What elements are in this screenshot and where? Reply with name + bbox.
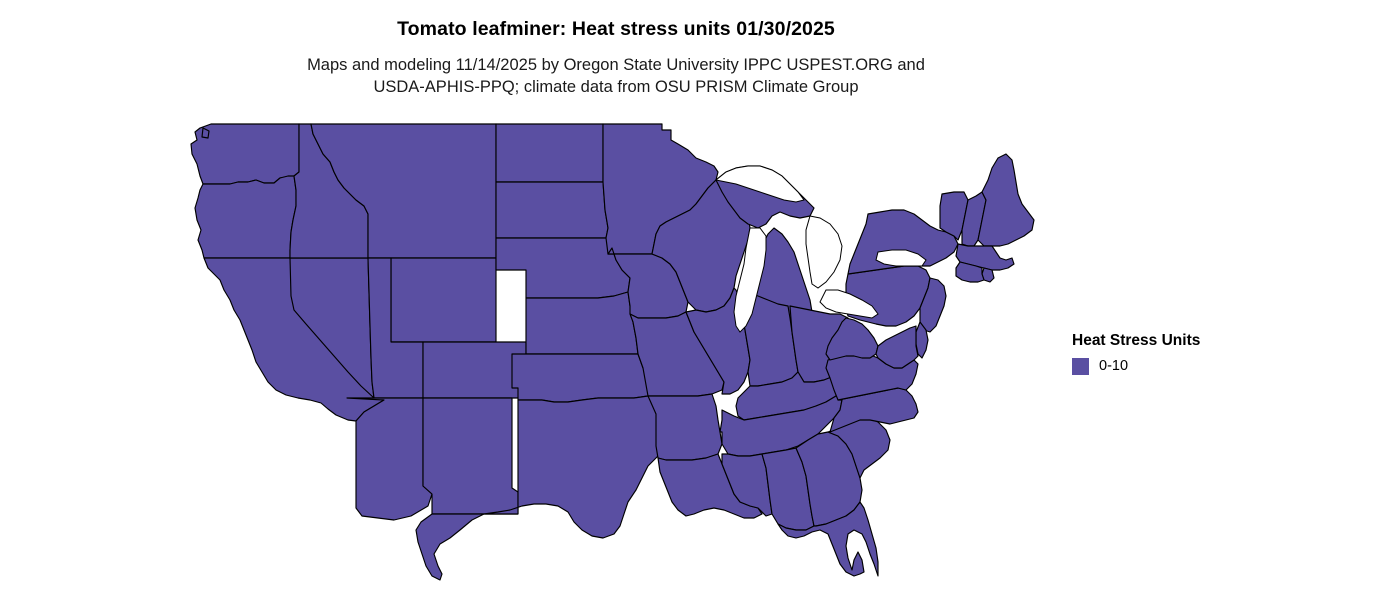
state-vermont[interactable] — [939, 191, 969, 241]
lake-erie — [819, 289, 879, 319]
map-legend: Heat Stress Units 0-10 — [1072, 332, 1292, 375]
state-arizona[interactable] — [346, 397, 433, 521]
state-colorado[interactable] — [422, 341, 527, 399]
state-connecticut[interactable] — [955, 261, 985, 283]
lake-ontario — [875, 249, 927, 267]
state-north-dakota[interactable] — [495, 123, 604, 183]
states-layer — [190, 123, 1035, 581]
legend-label-0-10: 0-10 — [1099, 358, 1129, 374]
lake-huron — [805, 215, 843, 289]
state-oklahoma[interactable] — [511, 353, 657, 403]
subtitle-line-1: Maps and modeling 11/14/2025 by Oregon S… — [307, 56, 925, 74]
state-new-mexico[interactable] — [422, 397, 519, 515]
state-louisiana[interactable] — [657, 453, 763, 519]
state-maryland[interactable] — [875, 325, 919, 369]
state-kansas[interactable] — [525, 291, 639, 355]
us-states-svg[interactable] — [178, 110, 1058, 590]
state-new-york[interactable] — [847, 209, 959, 275]
legend-title: Heat Stress Units — [1072, 332, 1201, 349]
state-florida[interactable] — [777, 501, 879, 577]
lake-michigan — [733, 227, 767, 333]
subtitle-line-2: USDA-APHIS-PPQ; climate data from OSU PR… — [373, 78, 859, 96]
state-arkansas[interactable] — [647, 393, 723, 461]
legend-swatch-0-10 — [1072, 357, 1089, 375]
state-mississippi[interactable] — [721, 453, 773, 517]
page-subtitle: Maps and modeling 11/14/2025 by Oregon S… — [0, 54, 1232, 98]
choropleth-map[interactable] — [178, 110, 1058, 590]
state-south-dakota[interactable] — [495, 181, 609, 239]
state-wyoming[interactable] — [390, 257, 497, 343]
state-washington[interactable] — [190, 123, 300, 185]
state-texas[interactable] — [415, 387, 673, 581]
page-title: Tomato leafminer: Heat stress units 01/3… — [397, 18, 835, 40]
legend-item[interactable]: 0-10 — [1072, 357, 1292, 375]
state-new-jersey[interactable] — [919, 277, 947, 333]
state-west-virginia[interactable] — [825, 317, 879, 361]
state-oregon[interactable] — [194, 175, 297, 259]
great-lakes-layer — [714, 165, 927, 333]
state-pennsylvania[interactable] — [845, 265, 931, 327]
lake-superior — [714, 165, 805, 203]
state-maine[interactable] — [977, 153, 1035, 247]
